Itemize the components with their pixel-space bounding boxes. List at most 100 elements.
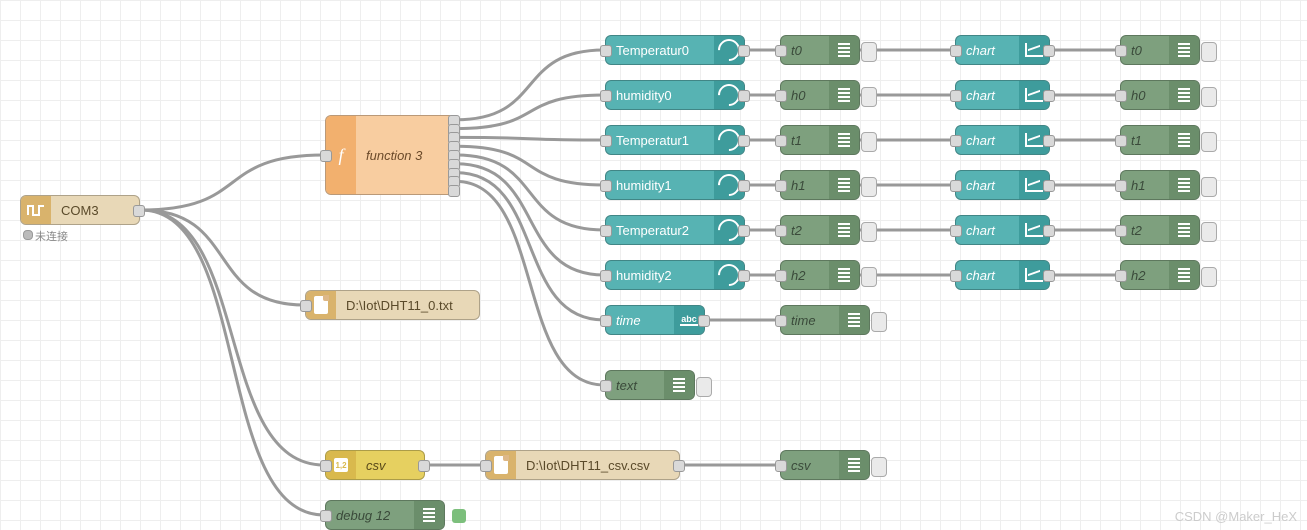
port-out[interactable] bbox=[738, 135, 750, 147]
node-g_h0[interactable]: humidity0 bbox=[605, 80, 745, 110]
node-d_text[interactable]: text bbox=[605, 370, 695, 400]
port-in[interactable] bbox=[950, 180, 962, 192]
node-g_time[interactable]: timeabc bbox=[605, 305, 705, 335]
port-out[interactable] bbox=[1043, 180, 1055, 192]
wire[interactable] bbox=[141, 155, 324, 210]
node-action-button[interactable] bbox=[696, 377, 712, 397]
node-action-button[interactable] bbox=[1201, 177, 1217, 197]
port-out[interactable] bbox=[738, 270, 750, 282]
port-out[interactable] bbox=[738, 225, 750, 237]
node-c_h2[interactable]: chart bbox=[955, 260, 1050, 290]
port-out[interactable] bbox=[1043, 270, 1055, 282]
port-out[interactable] bbox=[448, 185, 460, 197]
port-in[interactable] bbox=[600, 90, 612, 102]
node-action-button[interactable] bbox=[1201, 222, 1217, 242]
node-dc_t1[interactable]: t1 bbox=[1120, 125, 1200, 155]
port-in[interactable] bbox=[950, 270, 962, 282]
port-in[interactable] bbox=[1115, 270, 1127, 282]
node-c_h1[interactable]: chart bbox=[955, 170, 1050, 200]
node-dc_t0[interactable]: t0 bbox=[1120, 35, 1200, 65]
port-in[interactable] bbox=[950, 225, 962, 237]
port-out[interactable] bbox=[1043, 45, 1055, 57]
port-in[interactable] bbox=[775, 45, 787, 57]
node-d_h2[interactable]: h2 bbox=[780, 260, 860, 290]
node-action-button[interactable] bbox=[1201, 267, 1217, 287]
port-in[interactable] bbox=[950, 45, 962, 57]
port-out[interactable] bbox=[418, 460, 430, 472]
node-g_t2[interactable]: Temperatur2 bbox=[605, 215, 745, 245]
node-c_h0[interactable]: chart bbox=[955, 80, 1050, 110]
node-action-button[interactable] bbox=[1201, 132, 1217, 152]
node-dc_h2[interactable]: h2 bbox=[1120, 260, 1200, 290]
wire[interactable] bbox=[141, 210, 324, 465]
port-in[interactable] bbox=[600, 315, 612, 327]
node-g_t1[interactable]: Temperatur1 bbox=[605, 125, 745, 155]
port-in[interactable] bbox=[775, 90, 787, 102]
port-in[interactable] bbox=[600, 270, 612, 282]
node-file0[interactable]: D:\Iot\DHT11_0.txt bbox=[305, 290, 480, 320]
node-action-button[interactable] bbox=[871, 457, 887, 477]
port-in[interactable] bbox=[1115, 180, 1127, 192]
node-g_h1[interactable]: humidity1 bbox=[605, 170, 745, 200]
wire[interactable] bbox=[456, 95, 604, 129]
port-in[interactable] bbox=[600, 225, 612, 237]
wire[interactable] bbox=[456, 164, 604, 275]
node-action-button[interactable] bbox=[1201, 87, 1217, 107]
node-d_h1[interactable]: h1 bbox=[780, 170, 860, 200]
node-com3[interactable]: COM3未连接 bbox=[20, 195, 140, 225]
flow-canvas[interactable]: { "structure_type": "flowchart", "canvas… bbox=[0, 0, 1307, 530]
node-dc_t2[interactable]: t2 bbox=[1120, 215, 1200, 245]
port-in[interactable] bbox=[950, 90, 962, 102]
node-action-button[interactable] bbox=[861, 222, 877, 242]
node-d_h0[interactable]: h0 bbox=[780, 80, 860, 110]
node-g_h2[interactable]: humidity2 bbox=[605, 260, 745, 290]
port-in[interactable] bbox=[1115, 45, 1127, 57]
port-out[interactable] bbox=[133, 205, 145, 217]
wire[interactable] bbox=[456, 146, 604, 185]
node-debug12[interactable]: debug 12 bbox=[325, 500, 445, 530]
wire[interactable] bbox=[456, 181, 604, 385]
wire[interactable] bbox=[141, 210, 324, 515]
port-out[interactable] bbox=[1043, 135, 1055, 147]
node-d_time[interactable]: time bbox=[780, 305, 870, 335]
node-dc_h1[interactable]: h1 bbox=[1120, 170, 1200, 200]
node-action-button[interactable] bbox=[1201, 42, 1217, 62]
port-in[interactable] bbox=[1115, 90, 1127, 102]
port-in[interactable] bbox=[1115, 225, 1127, 237]
port-in[interactable] bbox=[600, 180, 612, 192]
port-in[interactable] bbox=[600, 380, 612, 392]
port-in[interactable] bbox=[320, 460, 332, 472]
node-action-button[interactable] bbox=[871, 312, 887, 332]
port-in[interactable] bbox=[300, 300, 312, 312]
node-d_t2[interactable]: t2 bbox=[780, 215, 860, 245]
node-d_csv[interactable]: csv bbox=[780, 450, 870, 480]
node-action-button[interactable] bbox=[861, 177, 877, 197]
node-func3[interactable]: ffunction 3 bbox=[325, 115, 455, 195]
port-out[interactable] bbox=[738, 180, 750, 192]
wire[interactable] bbox=[141, 210, 304, 305]
node-c_t0[interactable]: chart bbox=[955, 35, 1050, 65]
node-g_t0[interactable]: Temperatur0 bbox=[605, 35, 745, 65]
node-file_csv[interactable]: D:\Iot\DHT11_csv.csv bbox=[485, 450, 680, 480]
node-action-button[interactable] bbox=[861, 42, 877, 62]
port-in[interactable] bbox=[950, 135, 962, 147]
node-action-button[interactable] bbox=[861, 87, 877, 107]
port-in[interactable] bbox=[480, 460, 492, 472]
port-out[interactable] bbox=[738, 90, 750, 102]
node-d_t1[interactable]: t1 bbox=[780, 125, 860, 155]
port-in[interactable] bbox=[775, 135, 787, 147]
port-in[interactable] bbox=[600, 135, 612, 147]
port-out[interactable] bbox=[698, 315, 710, 327]
wire[interactable] bbox=[456, 155, 604, 230]
node-action-button[interactable] bbox=[861, 132, 877, 152]
node-d_t0[interactable]: t0 bbox=[780, 35, 860, 65]
port-out[interactable] bbox=[1043, 90, 1055, 102]
port-out[interactable] bbox=[1043, 225, 1055, 237]
port-in[interactable] bbox=[775, 460, 787, 472]
node-c_t1[interactable]: chart bbox=[955, 125, 1050, 155]
wire[interactable] bbox=[456, 137, 604, 140]
node-csv[interactable]: 1,2csv bbox=[325, 450, 425, 480]
port-out[interactable] bbox=[673, 460, 685, 472]
port-in[interactable] bbox=[775, 225, 787, 237]
port-in[interactable] bbox=[775, 315, 787, 327]
